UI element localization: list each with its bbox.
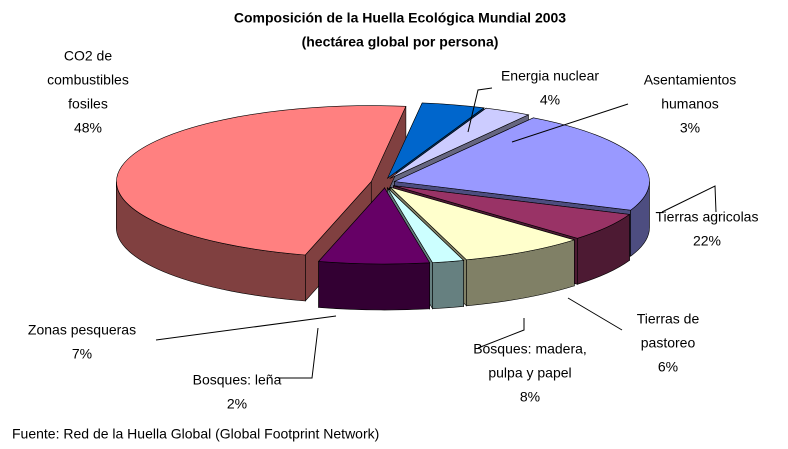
pie-slice xyxy=(389,107,530,179)
slice-value-label: 2% xyxy=(227,396,247,412)
slice-side xyxy=(318,261,430,311)
slice-value-label: 7% xyxy=(72,346,92,362)
slice-label: Tierras de xyxy=(637,311,700,327)
pie-slice xyxy=(393,185,631,239)
slice-value-label: 8% xyxy=(520,389,540,405)
slice-label: CO2 de xyxy=(64,48,112,64)
slice-value-label: 48% xyxy=(74,120,102,136)
source-note: Fuente: Red de la Huella Global (Global … xyxy=(12,426,379,442)
pie-slice xyxy=(317,187,431,265)
leader-line xyxy=(511,103,629,143)
leader-line xyxy=(467,87,493,133)
slice-label: humanos xyxy=(661,96,719,112)
slice-label: pulpa y papel xyxy=(488,365,571,381)
leader-line xyxy=(477,318,525,349)
slice-value-label: 4% xyxy=(540,92,560,108)
slice-value-label: 3% xyxy=(680,120,700,136)
slice-label: fosiles xyxy=(68,96,108,112)
chart-title: Composición de la Huella Ecológica Mundi… xyxy=(234,10,566,26)
leader-line xyxy=(567,297,623,331)
pie-slice xyxy=(390,186,576,261)
pie-slice xyxy=(387,187,465,264)
leader-line xyxy=(661,185,717,213)
leader-line xyxy=(278,327,319,379)
pie-slice xyxy=(393,117,650,211)
slice-label: Bosques: madera, xyxy=(473,341,587,357)
slice-label: Asentamientos xyxy=(644,72,737,88)
pie-slice xyxy=(116,105,407,256)
slice-label: pastoreo xyxy=(641,335,696,351)
slice-side xyxy=(432,260,464,310)
slice-label: Zonas pesqueras xyxy=(28,322,136,338)
slice-value-label: 22% xyxy=(693,233,721,249)
leader-line xyxy=(155,315,337,341)
slice-label: Bosques: leña xyxy=(193,372,282,388)
pie-slice xyxy=(386,102,485,180)
chart-subtitle: (hectárea global por persona) xyxy=(302,34,499,50)
slice-value-label: 6% xyxy=(658,359,678,375)
slice-label: combustibles xyxy=(47,72,129,88)
slice-label: Energia nuclear xyxy=(501,68,599,84)
slice-label: Tierras agricolas xyxy=(656,209,759,225)
slice-tops xyxy=(116,102,650,265)
